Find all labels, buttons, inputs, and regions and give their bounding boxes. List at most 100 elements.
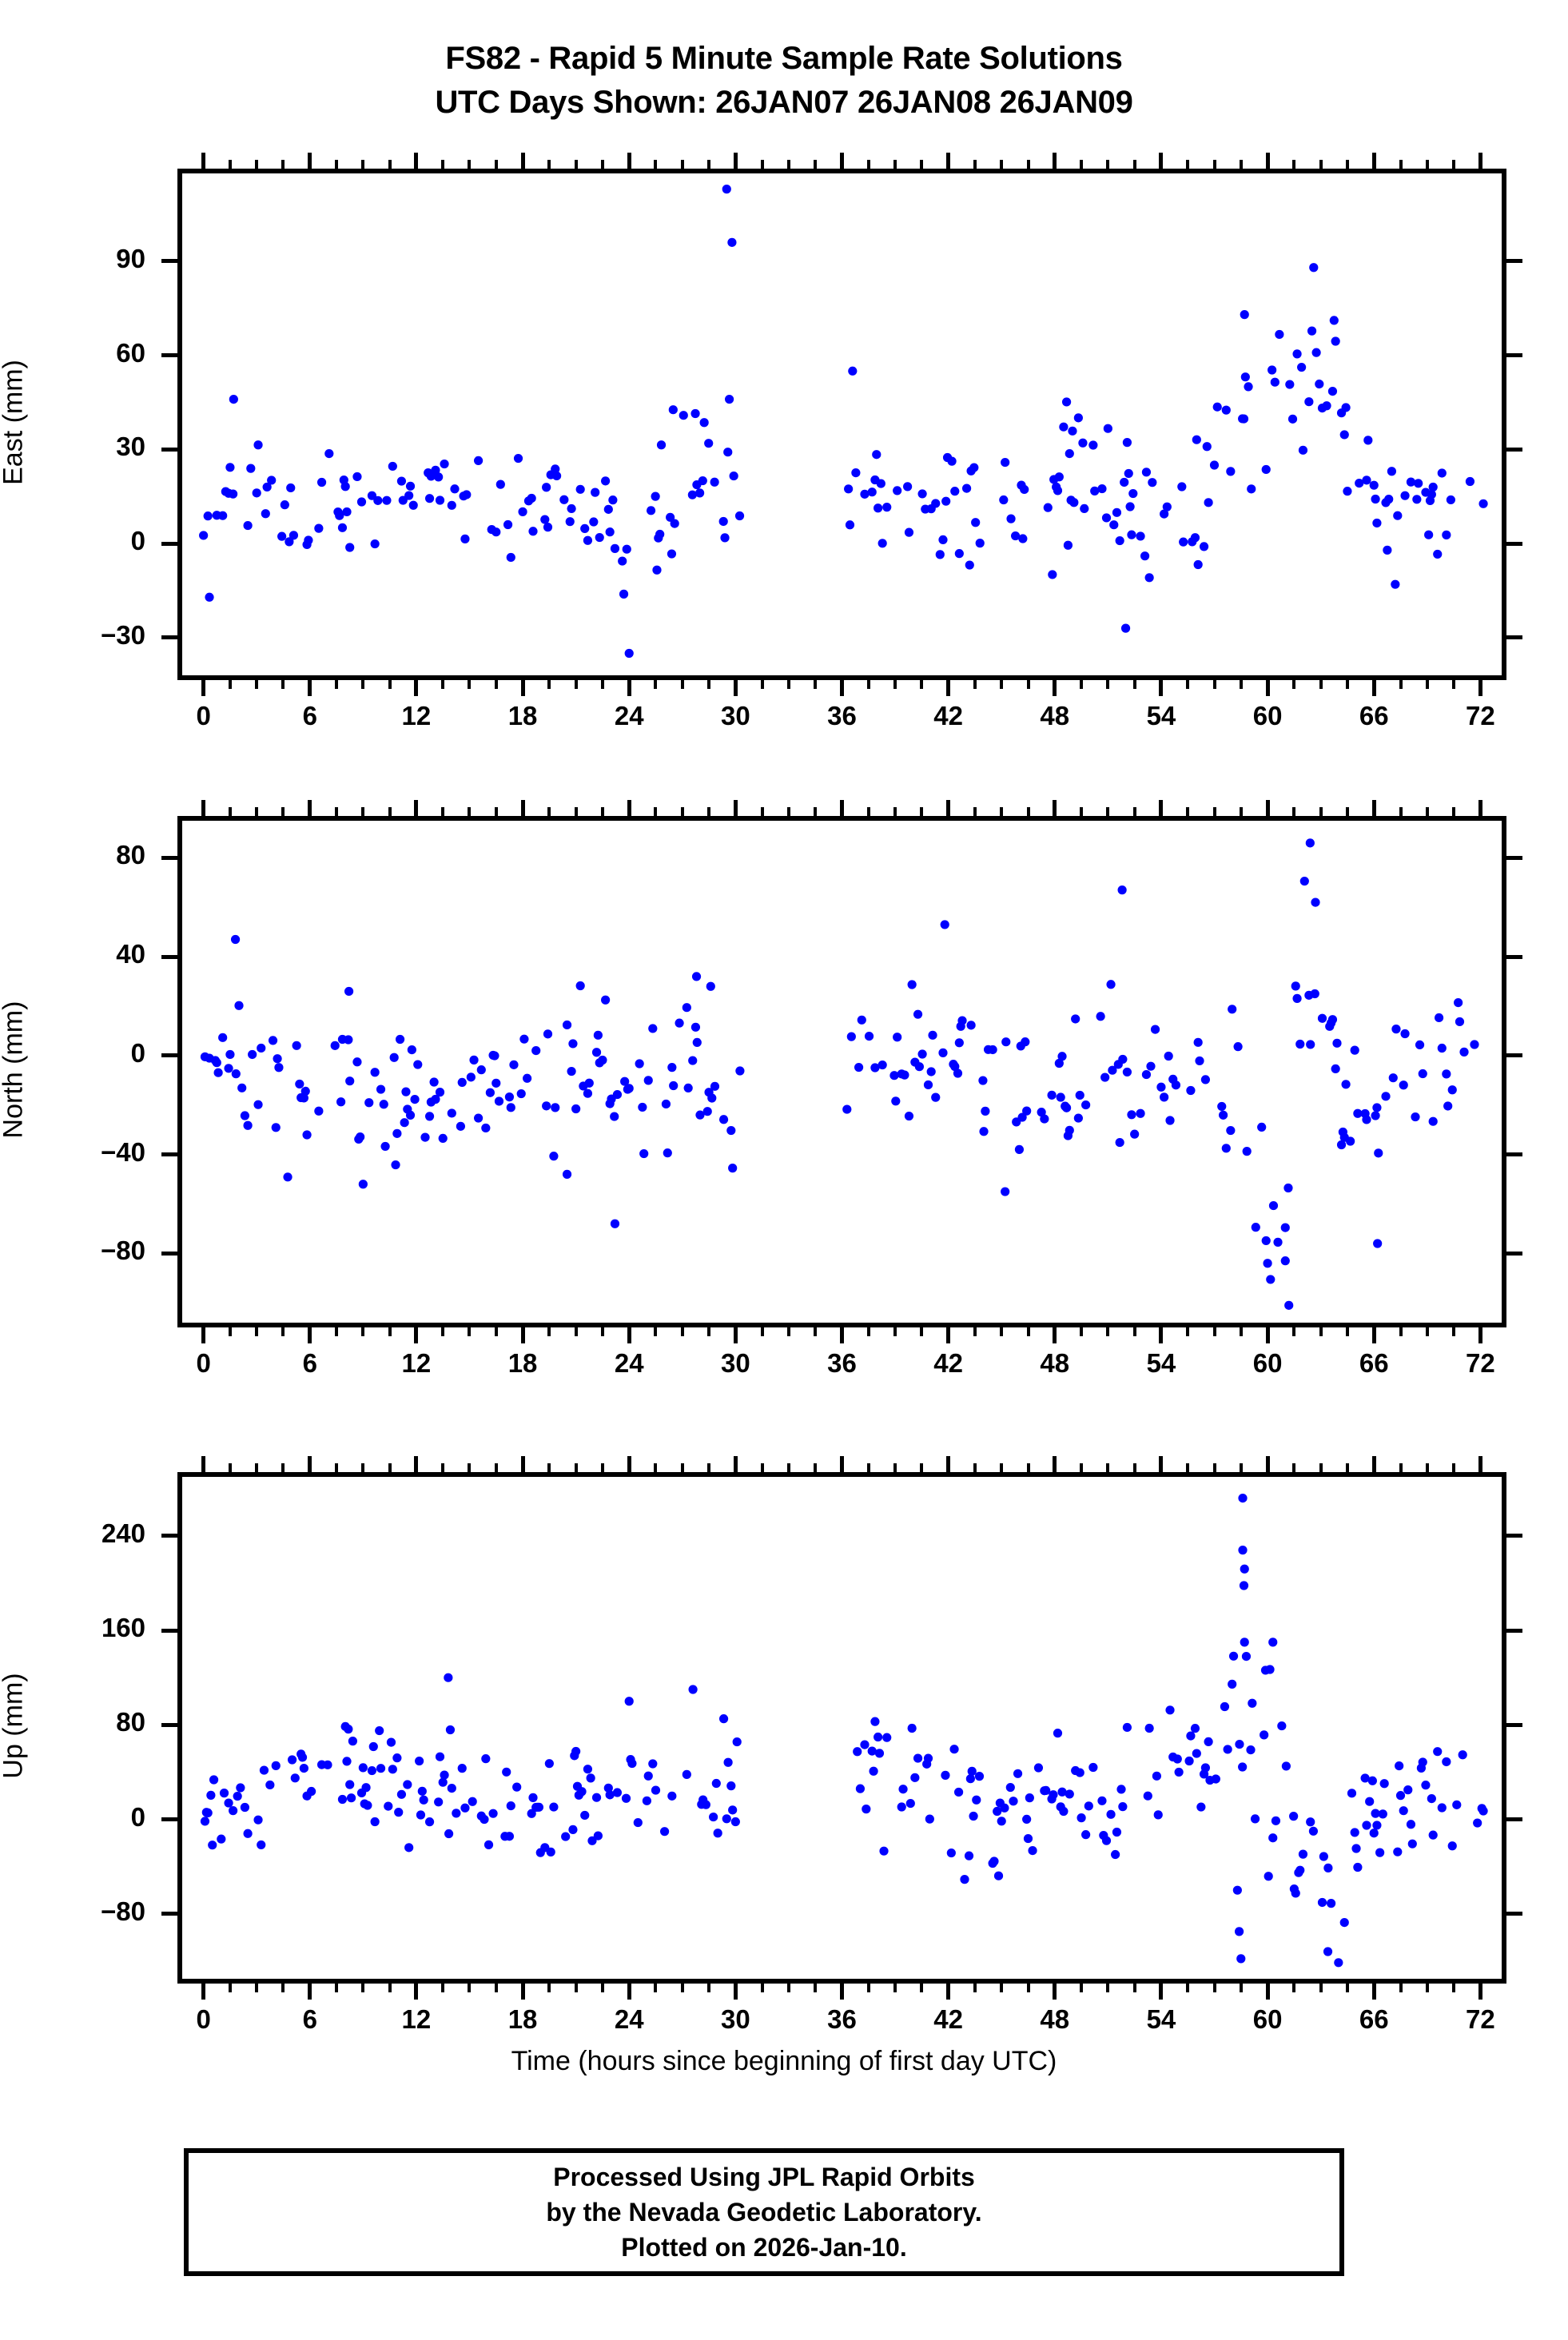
y-tick-label-north-3: 40 (116, 939, 145, 969)
x-tick-top-east (388, 160, 392, 169)
x-tick-up (1212, 1984, 1216, 1992)
x-tick-up (255, 1984, 259, 1992)
x-tick-north (1292, 1327, 1296, 1336)
x-tick-top-east (1399, 160, 1403, 169)
x-tick-top-east (361, 160, 365, 169)
x-tick-north (1478, 1327, 1482, 1343)
x-tick-top-east (468, 160, 472, 169)
x-tick-label-up-2: 12 (401, 2004, 432, 2034)
x-tick-up (1292, 1984, 1296, 1992)
x-tick-north (600, 1327, 604, 1336)
x-tick-north (335, 1327, 339, 1336)
x-tick-top-north (281, 807, 285, 816)
x-tick-top-north (1265, 800, 1270, 816)
x-tick-label-east-12: 72 (1466, 701, 1495, 730)
x-tick-label-east-9: 54 (1146, 701, 1176, 730)
x-tick-top-east (707, 160, 711, 169)
x-tick-up (866, 1984, 870, 1992)
x-tick-top-east (1212, 160, 1216, 169)
title-line-1: FS82 - Rapid 5 Minute Sample Rate Soluti… (445, 41, 1123, 76)
x-tick-east (600, 680, 604, 689)
x-tick-top-up (281, 1463, 285, 1472)
caption-line-3: Plotted on 2026-Jan-10. (621, 2233, 907, 2262)
x-tick-top-up (760, 1463, 764, 1472)
x-tick-north (228, 1327, 232, 1336)
x-tick-top-east (814, 160, 818, 169)
x-tick-label-east-5: 30 (720, 701, 750, 730)
x-tick-top-up (1026, 1463, 1030, 1472)
x-tick-top-north (760, 807, 764, 816)
x-tick-label-up-4: 24 (614, 2004, 644, 2034)
x-tick-up (281, 1984, 285, 1992)
x-tick-top-north (1186, 807, 1190, 816)
x-tick-up (388, 1984, 392, 1992)
x-tick-top-east (1132, 160, 1136, 169)
x-tick-up (547, 1984, 551, 1992)
x-axis-title: Time (hours since beginning of first day… (511, 2046, 1057, 2076)
x-tick-top-up (228, 1463, 232, 1472)
x-tick-top-north (1452, 807, 1456, 816)
x-tick-top-up (335, 1463, 339, 1472)
x-tick-top-east (1106, 160, 1110, 169)
x-tick-top-east (308, 153, 312, 169)
x-tick-top-east (840, 153, 844, 169)
x-tick-top-up (680, 1463, 684, 1472)
x-tick-north (388, 1327, 392, 1336)
x-tick-east (547, 680, 551, 689)
footer-caption-box: Processed Using JPL Rapid Orbits by the … (184, 2148, 1344, 2276)
plot-frame-north (177, 816, 1506, 1327)
x-tick-label-north-8: 48 (1040, 1348, 1070, 1378)
x-tick-top-north (707, 807, 711, 816)
x-tick-top-up (468, 1463, 472, 1472)
y-tick-north-0 (161, 1251, 177, 1256)
x-tick-east (201, 680, 206, 696)
y-tick-up-0 (161, 1912, 177, 1916)
x-tick-up (1265, 1984, 1270, 2000)
x-tick-label-east-7: 42 (933, 701, 963, 730)
y-tick-label-north-1: −40 (101, 1136, 145, 1167)
x-tick-east (1452, 680, 1456, 689)
y-tick-right-east-1 (1506, 541, 1522, 546)
y-tick-up-1 (161, 1817, 177, 1822)
x-tick-top-north (361, 807, 365, 816)
x-tick-up (574, 1984, 578, 1992)
x-tick-north (414, 1327, 419, 1343)
x-tick-north (1132, 1327, 1136, 1336)
x-tick-up (308, 1984, 312, 2000)
x-tick-top-up (1478, 1456, 1482, 1472)
x-tick-up (361, 1984, 365, 1992)
chart-panel-north (177, 816, 1506, 1327)
x-tick-up (654, 1984, 658, 1992)
x-tick-up (814, 1984, 818, 1992)
x-tick-label-up-8: 48 (1040, 2004, 1070, 2034)
x-tick-north (866, 1327, 870, 1336)
x-tick-top-east (866, 160, 870, 169)
x-tick-top-up (654, 1463, 658, 1472)
x-tick-east (1106, 680, 1110, 689)
y-tick-north-4 (161, 855, 177, 860)
x-tick-top-north (388, 807, 392, 816)
x-tick-up (680, 1984, 684, 1992)
x-tick-top-north (680, 807, 684, 816)
x-tick-east (973, 680, 977, 689)
x-tick-north (1319, 1327, 1323, 1336)
x-tick-up (707, 1984, 711, 1992)
y-tick-up-2 (161, 1722, 177, 1727)
x-tick-north (1265, 1327, 1270, 1343)
x-tick-east (1345, 680, 1349, 689)
x-tick-top-east (255, 160, 259, 169)
x-tick-top-east (973, 160, 977, 169)
x-tick-top-north (973, 807, 977, 816)
x-tick-top-north (627, 800, 631, 816)
x-tick-north (1371, 1327, 1376, 1343)
y-tick-east-2 (161, 447, 177, 452)
x-tick-up (733, 1984, 738, 2000)
x-tick-top-east (733, 153, 738, 169)
x-tick-top-east (1159, 153, 1164, 169)
y-tick-right-up-1 (1506, 1817, 1522, 1822)
x-tick-north (760, 1327, 764, 1336)
x-tick-east (574, 680, 578, 689)
x-tick-north (1106, 1327, 1110, 1336)
x-tick-north (786, 1327, 790, 1336)
x-tick-up (946, 1984, 951, 2000)
